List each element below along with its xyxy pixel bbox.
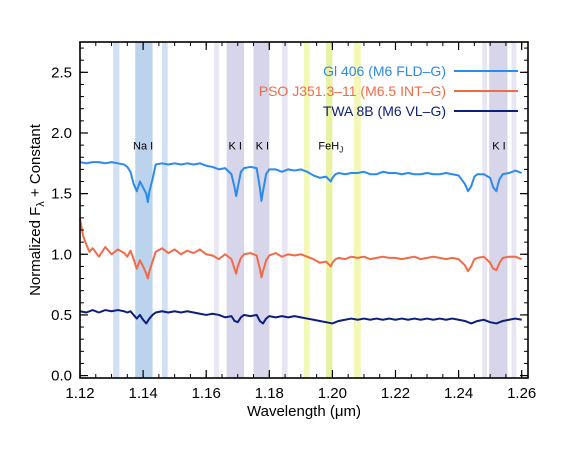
x-tick-label: 1.18: [255, 385, 284, 402]
x-tick-label: 1.22: [381, 385, 410, 402]
highlight-band: [482, 42, 487, 378]
highlight-band: [281, 42, 288, 378]
highlight-band: [304, 42, 310, 378]
feature-label: K I: [256, 140, 269, 152]
y-axis-title-subscript: λ: [35, 201, 47, 207]
legend-label: PSO J351.3–11 (M6.5 INT–G): [259, 83, 446, 99]
y-tick-label: 2.5: [51, 64, 72, 81]
legend-label: Gl 406 (M6 FLD–G): [323, 63, 446, 79]
plot-frame: [79, 41, 529, 379]
y-tick-label: 1.0: [51, 246, 72, 263]
highlight-band: [214, 42, 219, 378]
y-tick-label: 1.5: [51, 186, 72, 203]
series-line: [79, 309, 522, 325]
highlight-band: [113, 42, 120, 378]
axis-ticks: 1.12 1.14 1.16 1.18 1.20 1.22 1.24 1.26 0.0 0.5 1.…: [51, 42, 536, 402]
highlight-band: [162, 42, 168, 378]
highlight-band: [326, 42, 333, 378]
highlight-band: [353, 42, 361, 378]
x-axis-title: Wavelength (μm): [247, 403, 361, 420]
y-axis-title-tail: + Constant: [27, 123, 44, 201]
x-tick-label: 1.14: [128, 385, 157, 402]
y-axis-title: Normalized Fλ + Constant: [27, 123, 47, 296]
x-tick-label: 1.26: [507, 385, 536, 402]
y-tick-label: 2.0: [51, 125, 72, 142]
feature-label: K I: [228, 140, 241, 152]
legend: Gl 406 (M6 FLD–G) PSO J351.3–11 (M6.5 INT…: [259, 63, 518, 119]
feature-label: K I: [492, 140, 505, 152]
highlight-band: [489, 42, 508, 378]
feature-label: Na I: [133, 140, 153, 152]
series-line: [79, 161, 523, 204]
x-tick-label: 1.24: [444, 385, 473, 402]
spectra-series: [79, 161, 523, 325]
legend-label: TWA 8B (M6 VL–G): [323, 103, 446, 119]
highlight-band: [253, 42, 270, 378]
y-axis-title-main: Normalized F: [27, 207, 44, 296]
highlight-band: [135, 42, 153, 378]
feature-label-subscript: J: [339, 145, 343, 154]
y-tick-label: 0.0: [51, 368, 72, 385]
x-tick-label: 1.20: [318, 385, 347, 402]
x-tick-label: 1.12: [65, 385, 94, 402]
series-line: [79, 218, 523, 280]
feature-label: FeHJ: [318, 140, 343, 154]
feature-annotations: Na I K I K I FeHJ K I: [133, 140, 506, 154]
highlight-band: [226, 42, 245, 378]
highlight-band: [511, 42, 517, 378]
x-tick-label: 1.16: [192, 385, 221, 402]
highlight-bands: [113, 42, 517, 378]
y-tick-label: 0.5: [51, 307, 72, 324]
